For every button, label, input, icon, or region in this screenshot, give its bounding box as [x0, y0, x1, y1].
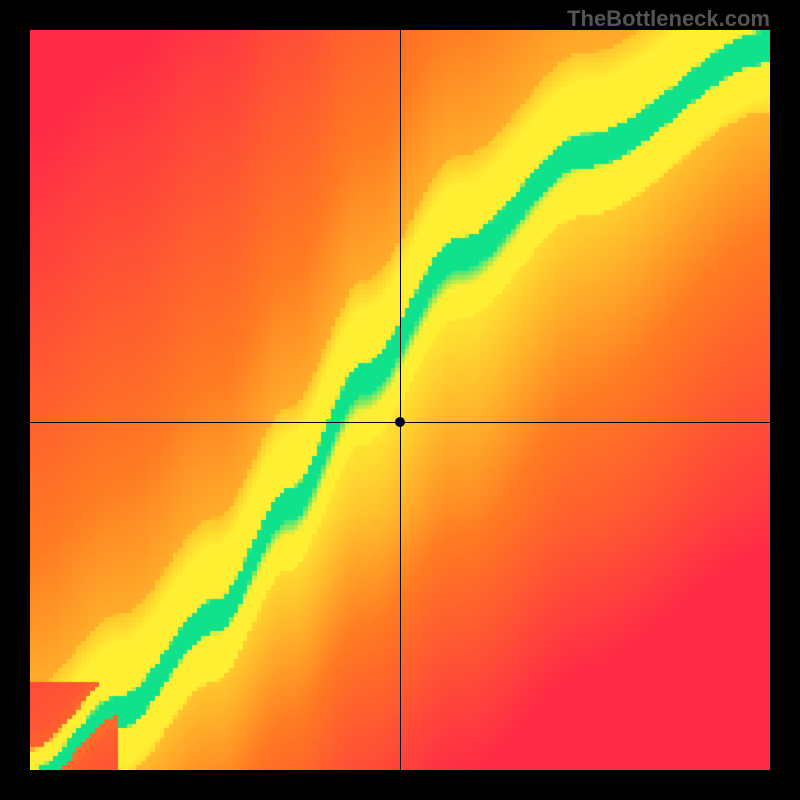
chart-container: TheBottleneck.com	[0, 0, 800, 800]
plot-area	[30, 30, 770, 770]
crosshair-marker	[395, 417, 405, 427]
watermark-text: TheBottleneck.com	[567, 6, 770, 32]
crosshair-vertical	[400, 30, 401, 770]
